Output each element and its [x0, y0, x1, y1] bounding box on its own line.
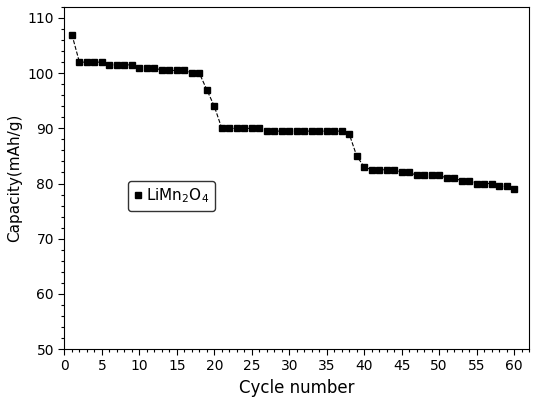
Legend: LiMn$_2$O$_4$: LiMn$_2$O$_4$	[128, 181, 215, 211]
Y-axis label: Capacity(mAh/g): Capacity(mAh/g)	[7, 114, 22, 242]
X-axis label: Cycle number: Cycle number	[239, 379, 354, 397]
